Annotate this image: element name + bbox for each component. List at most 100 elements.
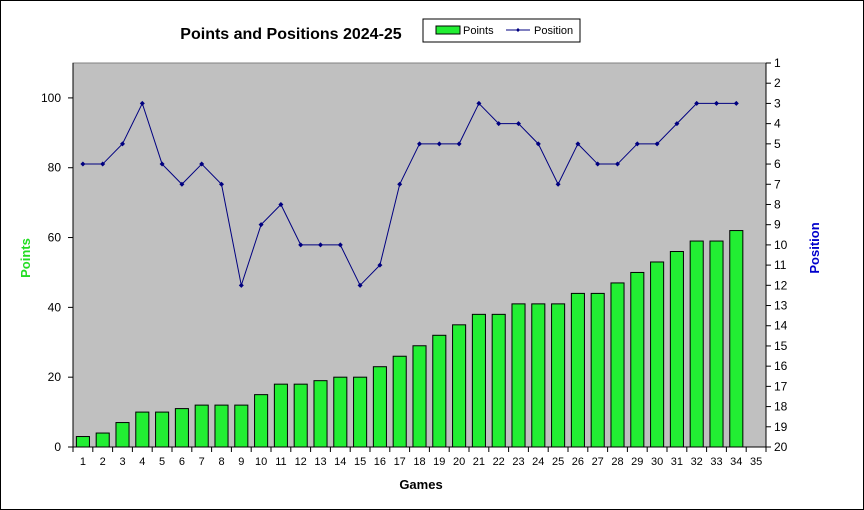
legend-box	[422, 18, 581, 43]
y-left-tick-label: 0	[54, 440, 61, 454]
points-bar-16	[372, 366, 387, 448]
points-bar-29	[630, 271, 645, 448]
x-tick-label: 4	[139, 456, 145, 468]
points-bar-13	[313, 380, 328, 448]
x-tick-label: 22	[493, 456, 505, 468]
position-marker-9	[238, 282, 244, 288]
x-tick-label: 6	[179, 456, 185, 468]
position-marker-29	[634, 141, 640, 147]
position-marker-5	[159, 161, 165, 167]
x-tick-label: 33	[710, 456, 722, 468]
points-bar-30	[650, 261, 665, 448]
y-right-tick-label: 14	[774, 319, 788, 333]
y-left-tick-label: 40	[48, 300, 62, 314]
x-tick-label: 17	[394, 456, 406, 468]
position-marker-11	[278, 201, 284, 207]
y-right-tick-label: 2	[774, 76, 781, 90]
position-line-series	[80, 100, 739, 288]
legend-points-label: Points	[463, 25, 494, 37]
position-marker-34	[733, 100, 739, 106]
points-bar-17	[392, 355, 407, 448]
x-tick-label: 18	[413, 456, 425, 468]
x-tick-label: 25	[552, 456, 564, 468]
points-bar-25	[551, 303, 566, 448]
x-axis-label: Games	[399, 477, 442, 492]
points-bar-24	[531, 303, 546, 448]
points-bar-15	[353, 376, 368, 448]
legend-position-marker	[516, 28, 520, 32]
position-marker-31	[674, 121, 680, 127]
x-tick-label: 30	[651, 456, 663, 468]
points-bar-4	[135, 411, 150, 448]
x-tick-label: 23	[512, 456, 524, 468]
position-marker-33	[714, 100, 719, 106]
y-right-tick-label: 3	[774, 96, 781, 110]
x-tick-label: 26	[572, 456, 584, 468]
x-tick-label: 15	[354, 456, 366, 468]
x-tick-label: 3	[119, 456, 125, 468]
y-left-tick-label: 100	[41, 91, 61, 105]
position-marker-4	[139, 100, 145, 106]
position-marker-18	[417, 141, 422, 147]
y-right-tick-label: 15	[774, 339, 788, 353]
points-bar-1	[75, 436, 90, 448]
position-marker-20	[456, 141, 462, 147]
x-tick-label: 11	[275, 456, 286, 468]
position-marker-27	[595, 161, 601, 167]
position-marker-7	[199, 161, 205, 167]
points-bar-21	[471, 313, 486, 448]
points-bar-31	[669, 251, 684, 448]
x-tick-label: 9	[238, 456, 244, 468]
legend-points-swatch	[435, 25, 461, 35]
y-right-tick-label: 16	[774, 359, 788, 373]
position-marker-25	[555, 181, 561, 187]
points-bar-32	[689, 240, 704, 448]
position-marker-26	[575, 141, 581, 147]
x-tick-label: 27	[592, 456, 604, 468]
position-marker-32	[694, 100, 700, 106]
position-marker-24	[535, 141, 541, 147]
y-right-tick-label: 6	[774, 157, 781, 171]
x-tick-label: 13	[314, 456, 326, 468]
x-tick-label: 7	[199, 456, 205, 468]
x-tick-label: 31	[671, 456, 683, 468]
points-bar-20	[452, 324, 467, 448]
points-bar-26	[570, 292, 585, 448]
position-marker-16	[377, 262, 383, 268]
position-marker-12	[298, 242, 304, 248]
position-marker-6	[179, 181, 185, 187]
position-marker-1	[80, 161, 86, 167]
points-bar-12	[293, 383, 308, 448]
x-tick-label: 34	[730, 456, 742, 468]
y-left-tick-label: 80	[48, 161, 62, 175]
x-tick-label: 24	[532, 456, 544, 468]
position-marker-15	[357, 282, 363, 288]
legend-position-label: Position	[534, 25, 573, 37]
x-tick-label: 28	[611, 456, 623, 468]
points-bar-34	[729, 230, 744, 448]
x-tick-label: 19	[433, 456, 445, 468]
points-bar-8	[214, 404, 229, 448]
position-marker-22	[496, 121, 502, 127]
points-bar-23	[511, 303, 526, 448]
x-tick-label: 20	[453, 456, 465, 468]
y-right-tick-label: 17	[774, 379, 788, 393]
y-right-tick-label: 13	[774, 299, 788, 313]
x-tick-label: 16	[374, 456, 386, 468]
position-marker-2	[100, 161, 106, 167]
position-marker-21	[476, 100, 482, 106]
points-bar-3	[115, 422, 130, 448]
y-right-tick-label: 9	[774, 218, 781, 232]
points-bar-10	[254, 394, 269, 448]
position-marker-14	[337, 242, 343, 248]
position-marker-30	[654, 141, 660, 147]
x-tick-label: 29	[631, 456, 643, 468]
y-axis-right-label: Position	[807, 222, 822, 273]
axes: 0204060801001234567891011121314151617181…	[41, 56, 788, 468]
x-tick-label: 1	[80, 456, 86, 468]
y-right-tick-label: 1	[774, 56, 781, 70]
legend: Points Position	[422, 18, 581, 43]
y-right-tick-label: 7	[774, 177, 781, 191]
points-bar-2	[95, 432, 110, 448]
y-right-tick-label: 5	[774, 137, 781, 151]
